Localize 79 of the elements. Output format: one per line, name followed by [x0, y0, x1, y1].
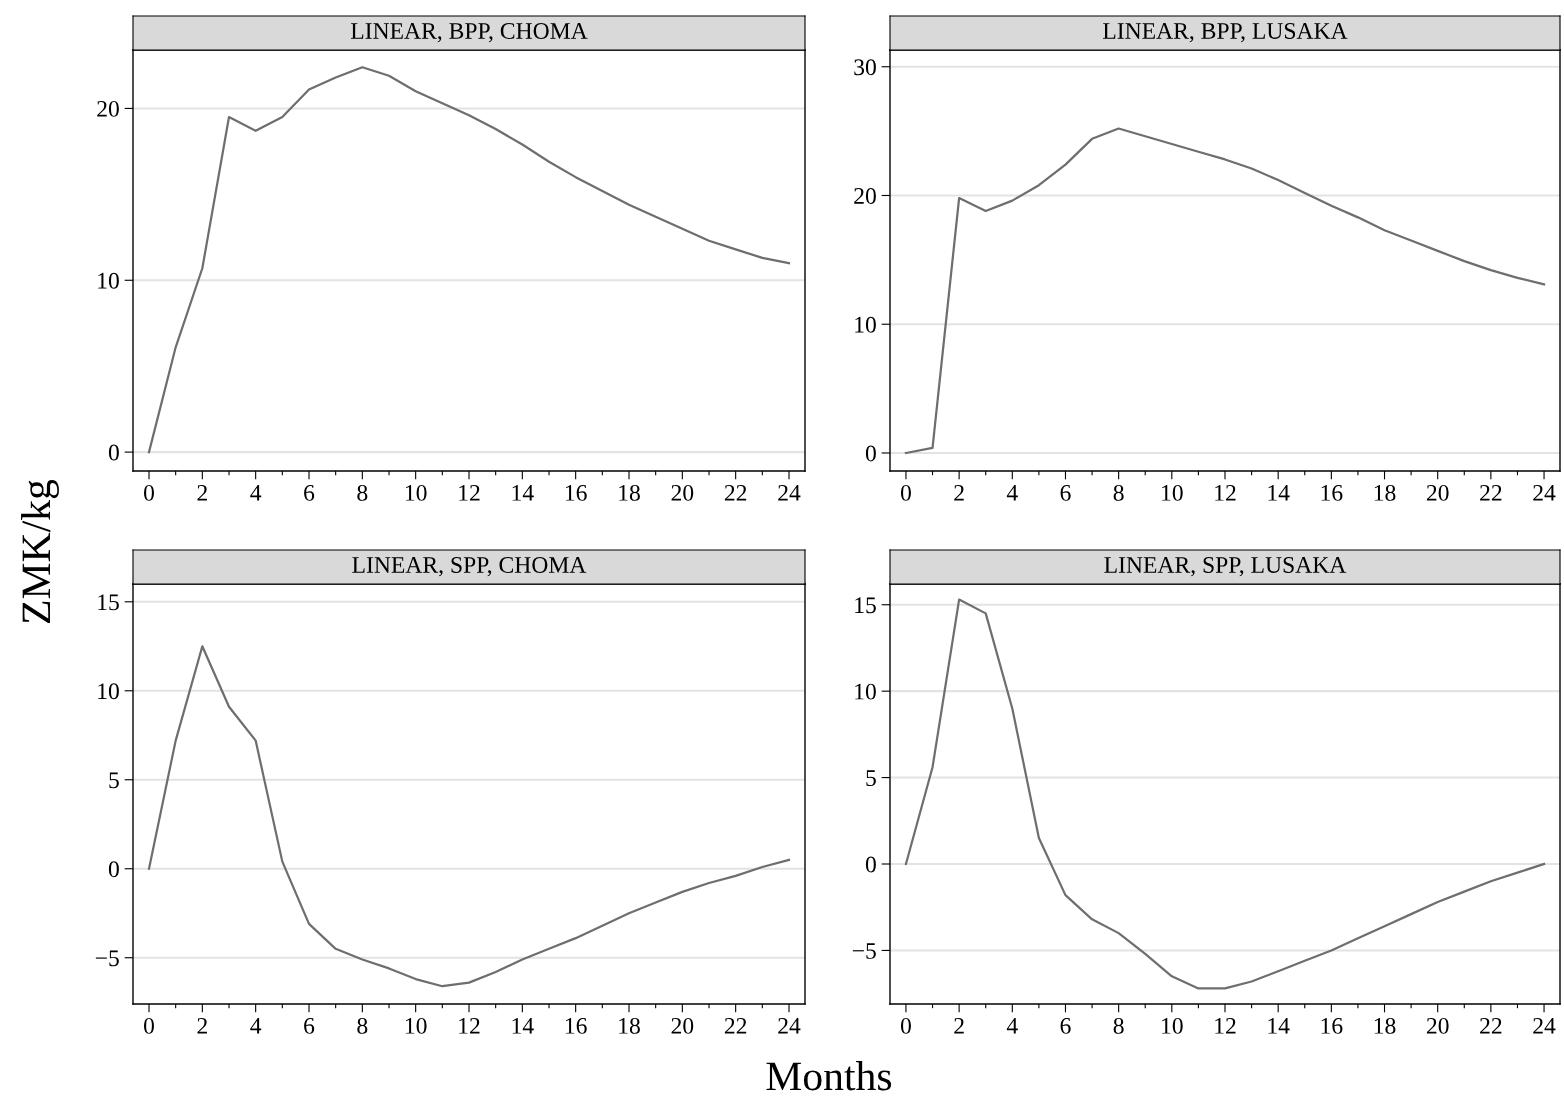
x-tick-label: 2	[954, 484, 964, 501]
x-tick-label: 24	[1533, 1017, 1556, 1034]
x-tick-label: 12	[1215, 1017, 1236, 1034]
x-tick-label: 10	[1162, 1017, 1183, 1034]
x-tick-label: 16	[1321, 484, 1343, 501]
x-tick-label: 14	[1268, 1017, 1290, 1034]
x-tick-label: 6	[304, 484, 315, 501]
x-tick-label: 6	[304, 1017, 315, 1034]
x-tick-label: 22	[1480, 1017, 1502, 1034]
x-tick-label: 18	[619, 1017, 640, 1034]
chart-title: LINEAR, BPP, LUSAKA	[1103, 23, 1348, 43]
x-tick-label: 8	[1113, 484, 1124, 501]
x-tick-label: 8	[357, 484, 368, 501]
x-tick-label: 0	[144, 1017, 154, 1034]
x-tick-label: 20	[671, 1017, 694, 1034]
x-tick-label: 10	[405, 484, 427, 501]
x-tick-label: 18	[619, 484, 640, 501]
y-tick-label: 0	[865, 856, 876, 873]
x-tick-label: 20	[671, 484, 694, 501]
y-tick-label: 15	[98, 594, 119, 611]
x-tick-label: 22	[724, 484, 747, 501]
x-tick-label: 16	[565, 484, 587, 501]
x-tick-label: 20	[1426, 1017, 1449, 1034]
y-tick-label: 15	[855, 597, 876, 614]
x-tick-label: 14	[512, 1017, 534, 1034]
x-tick-label: 4	[1006, 485, 1018, 501]
x-axis-title: Months	[766, 1061, 892, 1091]
x-tick-label: 10	[1162, 484, 1183, 501]
y-tick-label: 5	[866, 770, 876, 786]
y-tick-label: 10	[98, 272, 119, 289]
x-tick-label: 20	[1426, 484, 1449, 501]
y-tick-label: 0	[865, 445, 876, 462]
chart-title: LINEAR, BPP, CHOMA	[350, 23, 588, 43]
y-tick-label: 10	[855, 683, 876, 700]
x-tick-label: 0	[144, 484, 154, 501]
x-tick-label: 18	[1374, 484, 1396, 501]
y-tick-label: 5	[109, 772, 119, 789]
y-tick-label: −5	[95, 950, 119, 967]
line-series	[904, 127, 1546, 455]
x-tick-label: 4	[250, 1018, 262, 1034]
x-tick-label: 4	[250, 485, 262, 501]
x-tick-label: 0	[900, 484, 911, 501]
x-tick-label: 2	[197, 484, 207, 501]
x-tick-label: 14	[1268, 484, 1290, 501]
x-tick-label: 18	[1374, 1017, 1396, 1034]
x-tick-label: 8	[357, 1017, 368, 1034]
x-tick-label: 10	[405, 1017, 427, 1034]
x-tick-label: 6	[1060, 1017, 1071, 1034]
line-series	[147, 66, 791, 454]
y-tick-label: 0	[108, 444, 119, 461]
y-tick-label: −5	[852, 943, 876, 959]
y-tick-label: 20	[854, 187, 876, 204]
x-tick-label: 6	[1060, 484, 1071, 501]
y-tick-label: 0	[108, 861, 119, 878]
x-tick-label: 0	[900, 1017, 911, 1034]
x-tick-label: 16	[565, 1017, 587, 1034]
line-series	[147, 645, 791, 988]
x-tick-label: 4	[1006, 1018, 1018, 1034]
line-series	[904, 598, 1546, 990]
y-tick-label: 10	[98, 683, 119, 700]
y-tick-label: 20	[97, 100, 119, 117]
x-tick-label: 8	[1113, 1017, 1124, 1034]
x-tick-label: 14	[512, 484, 534, 501]
chart-title: LINEAR, SPP, LUSAKA	[1104, 557, 1347, 577]
x-tick-label: 16	[1321, 1017, 1343, 1034]
x-tick-label: 12	[1215, 484, 1236, 501]
y-tick-label: 10	[855, 316, 876, 333]
x-tick-label: 12	[459, 484, 480, 501]
x-tick-label: 24	[1533, 484, 1556, 501]
chart-title: LINEAR, SPP, CHOMA	[352, 557, 587, 577]
x-tick-label: 22	[1480, 484, 1502, 501]
x-tick-label: 2	[954, 1017, 964, 1034]
y-axis-title: ZMK/kg	[21, 479, 59, 623]
x-tick-label: 2	[197, 1017, 207, 1034]
x-tick-label: 24	[778, 1017, 801, 1034]
y-tick-label: 30	[854, 59, 876, 76]
x-tick-label: 12	[459, 1017, 480, 1034]
x-tick-label: 22	[724, 1017, 747, 1034]
x-tick-label: 24	[778, 484, 801, 501]
